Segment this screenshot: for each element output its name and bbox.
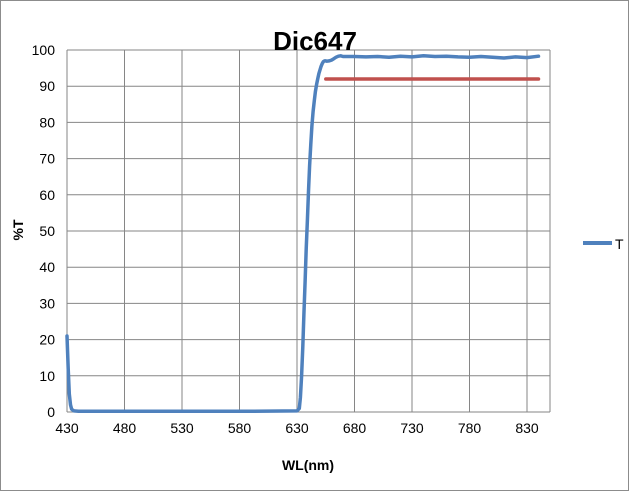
- y-tick-labels: 0 10 20 30 40 50 60 70 80 90 100: [32, 42, 56, 420]
- y-tick-label: 40: [39, 259, 55, 275]
- x-tick-labels: 430 480 530 580 630 680 730 780 830: [55, 420, 539, 436]
- series-t-line: [65, 54, 541, 414]
- chart-title: Dic647: [273, 26, 357, 56]
- y-tick-label: 80: [39, 114, 55, 130]
- x-tick-label: 580: [228, 420, 252, 436]
- y-tick-label: 30: [39, 295, 55, 311]
- legend-label-t: T: [615, 236, 624, 252]
- y-tick-label: 20: [39, 332, 55, 348]
- y-tick-label: 70: [39, 151, 55, 167]
- y-tick-label: 60: [39, 187, 55, 203]
- x-axis-title: WL(nm): [282, 457, 334, 473]
- x-tick-label: 630: [285, 420, 309, 436]
- x-tick-label: 680: [343, 420, 367, 436]
- x-tick-label: 830: [515, 420, 539, 436]
- x-tick-label: 780: [458, 420, 482, 436]
- grid: [66, 49, 551, 413]
- legend: T: [583, 236, 624, 252]
- series-group: [65, 54, 541, 414]
- y-tick-label: 100: [32, 42, 56, 58]
- y-tick-label: 50: [39, 223, 55, 239]
- x-tick-label: 430: [55, 420, 79, 436]
- x-tick-label: 530: [170, 420, 194, 436]
- x-tick-label: 480: [113, 420, 137, 436]
- y-tick-label: 90: [39, 78, 55, 94]
- x-tick-label: 730: [400, 420, 424, 436]
- y-tick-label: 0: [47, 404, 55, 420]
- y-axis-title: %T: [10, 219, 26, 240]
- y-tick-label: 10: [39, 368, 55, 384]
